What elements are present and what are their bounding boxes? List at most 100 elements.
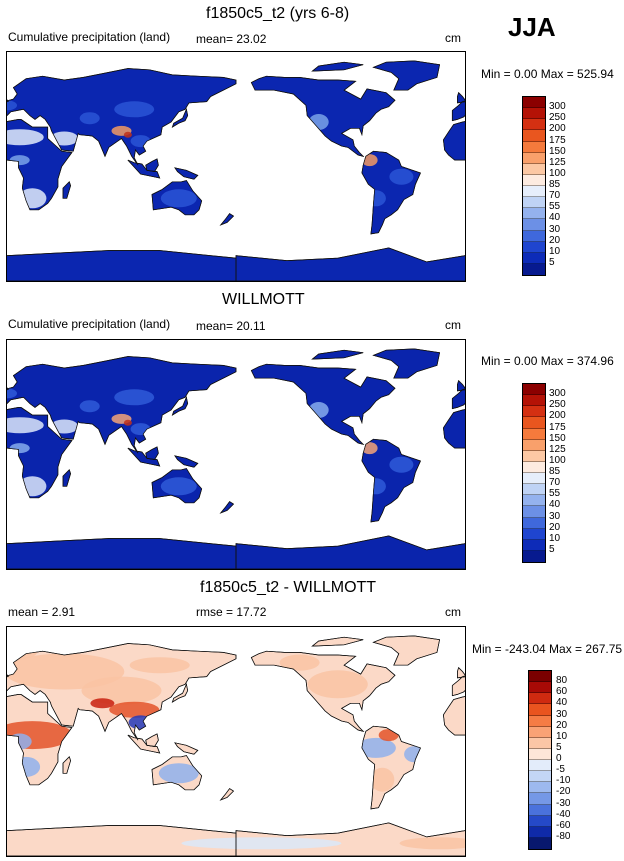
precip-blob (79, 112, 100, 125)
panel1-minmax: Min = 0.00 Max = 525.94 (481, 67, 614, 81)
colorbar-segment (523, 484, 545, 496)
colorbar-tick-label: 70 (549, 477, 561, 489)
colorbar-segment (523, 263, 545, 275)
colorbar-tick-label: 40 (556, 697, 568, 709)
colorbar-tick-label: -60 (556, 819, 571, 831)
landmass-greenland (372, 348, 441, 379)
landmass-nz (219, 501, 235, 514)
precip-blob (158, 763, 199, 784)
colorbar-segment (523, 174, 545, 186)
colorbar-tick-label: 5 (556, 741, 562, 753)
precip-blob (12, 756, 41, 777)
panel2-map-svg (7, 348, 465, 569)
colorbar-segment (529, 826, 551, 838)
colorbar-tick-label: 300 (549, 101, 566, 113)
coastline-arcticisl (311, 349, 364, 360)
precip-blob (128, 715, 153, 730)
panel2-units: cm (445, 318, 461, 332)
colorbar-tick-label: 20 (556, 719, 568, 731)
coastline-indonesia (127, 159, 161, 179)
coastline-samerica (361, 725, 421, 810)
colorbar-tick-label: 5 (549, 256, 555, 268)
coastline-japan (171, 108, 189, 128)
colorbar-segment (529, 804, 551, 816)
colorbar-segment (523, 230, 545, 242)
coastline-japan (171, 683, 189, 703)
panel2-colorbar (522, 383, 546, 563)
precip-blob (361, 154, 378, 167)
precip-blob (9, 155, 30, 166)
precip-blob (109, 701, 160, 718)
colorbar-tick-label: 40 (549, 499, 561, 511)
colorbar-segment (523, 384, 545, 396)
colorbar-tick-label: 10 (556, 730, 568, 742)
coastline-madagascar (62, 181, 71, 199)
coastline-japan (171, 396, 189, 416)
panel1-map (6, 51, 466, 282)
colorbar-tick-label: 5 (549, 543, 555, 555)
precip-blob (81, 676, 162, 705)
coastline-borneo (145, 158, 159, 172)
coastline-namerica (250, 363, 396, 445)
colorbar-tick-label: 150 (549, 145, 566, 157)
precip-blob (378, 729, 399, 742)
colorbar-segment (523, 130, 545, 142)
colorbar-tick-label: 85 (549, 466, 561, 477)
precip-blob (7, 129, 44, 146)
colorbar-segment (529, 793, 551, 805)
precip-blob (7, 388, 17, 399)
colorbar-tick-label: 150 (549, 432, 566, 444)
colorbar-tick-label: 125 (549, 156, 566, 168)
colorbar-segment (523, 219, 545, 231)
colorbar-tick-label: -40 (556, 808, 571, 820)
precip-blob (365, 478, 386, 495)
precip-blob (50, 419, 79, 434)
precip-blob (389, 456, 414, 473)
precip-blob (307, 670, 368, 699)
colorbar-segment (529, 693, 551, 705)
panel2-minmax: Min = 0.00 Max = 374.96 (481, 354, 614, 368)
panel3-rmse: rmse = 17.72 (196, 605, 267, 619)
colorbar-tick-label: -80 (556, 830, 571, 842)
landmass-africa (443, 409, 465, 449)
coastline-antarctica (235, 247, 465, 281)
panel1-title: f1850c5_t2 (yrs 6-8) (206, 5, 350, 22)
colorbar-segment (529, 704, 551, 716)
landmass-borneo (145, 733, 159, 747)
colorbar-tick-label: 10 (549, 532, 561, 544)
panel2-title: WILLMOTT (222, 291, 305, 308)
precip-blob (50, 131, 79, 146)
precip-blob (123, 131, 132, 138)
coastline-greenland (372, 635, 441, 666)
colorbar-tick-label: 200 (549, 410, 566, 422)
colorbar-segment (523, 528, 545, 540)
precip-blob (129, 657, 190, 674)
colorbar-tick-label: 125 (549, 443, 566, 455)
colorbar-tick-label: 175 (549, 134, 566, 146)
colorbar-tick-label: 100 (549, 454, 566, 466)
colorbar-segment (529, 671, 551, 683)
precip-blob (18, 188, 47, 209)
precip-blob (90, 698, 115, 709)
landmass-greenland (372, 60, 441, 91)
colorbar-segment (523, 550, 545, 562)
colorbar-tick-label: 60 (556, 686, 568, 698)
colorbar-segment (523, 252, 545, 264)
precip-blob (114, 389, 155, 406)
landmass-africa (443, 121, 465, 161)
precip-blob (365, 190, 386, 207)
coastline-greenland (372, 348, 441, 379)
coastline-antarctica (235, 822, 465, 856)
landmass-antarctica (235, 247, 465, 281)
precip-blob (160, 189, 197, 208)
panel2-map (6, 339, 466, 570)
coastline-arcticisl (311, 61, 364, 72)
colorbar-segment (529, 748, 551, 760)
coastline-madagascar (62, 756, 71, 774)
panel1-colorbar (522, 96, 546, 276)
colorbar-segment (523, 495, 545, 507)
colorbar-segment (523, 417, 545, 429)
coastline-namerica (250, 75, 396, 157)
colorbar-tick-label: 30 (556, 708, 568, 720)
coastline-indonesia (127, 734, 161, 754)
